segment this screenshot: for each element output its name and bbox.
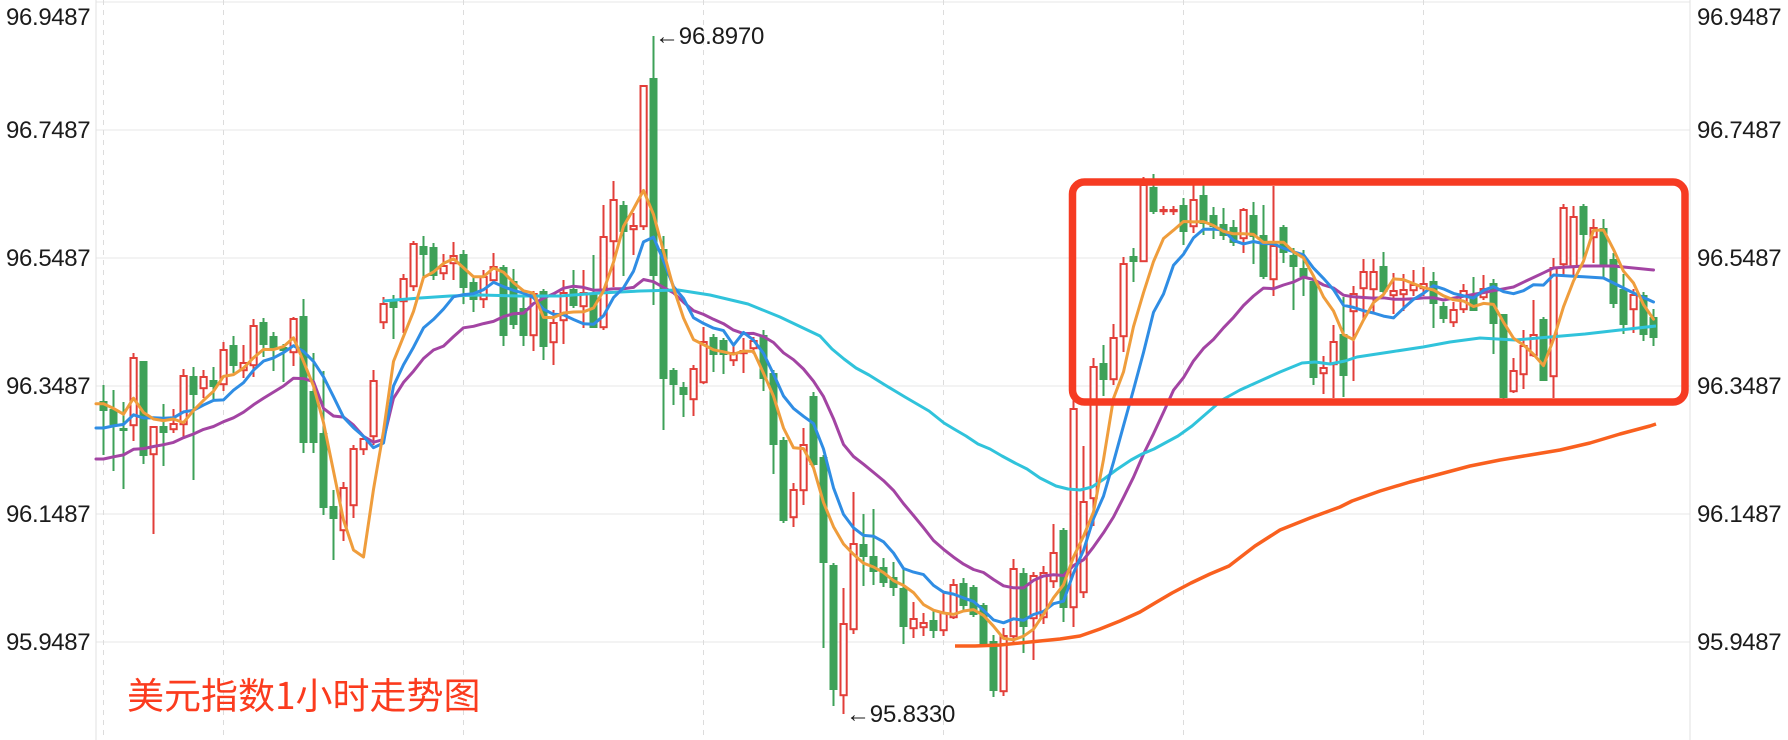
svg-text:96.9487: 96.9487 xyxy=(6,4,90,31)
svg-text:96.9487: 96.9487 xyxy=(1697,4,1781,31)
svg-text:96.3487: 96.3487 xyxy=(6,373,90,400)
svg-text:95.9487: 95.9487 xyxy=(1697,629,1781,656)
svg-text:96.5487: 96.5487 xyxy=(1697,245,1781,272)
svg-text:95.9487: 95.9487 xyxy=(6,629,90,656)
svg-text:96.7487: 96.7487 xyxy=(1697,117,1781,144)
svg-text:96.3487: 96.3487 xyxy=(1697,373,1781,400)
svg-text:96.5487: 96.5487 xyxy=(6,245,90,272)
svg-text:←95.8330: ←95.8330 xyxy=(846,701,955,728)
svg-text:←96.8970: ←96.8970 xyxy=(655,23,764,50)
svg-text:96.1487: 96.1487 xyxy=(1697,501,1781,528)
svg-text:96.1487: 96.1487 xyxy=(6,501,90,528)
svg-text:96.7487: 96.7487 xyxy=(6,117,90,144)
